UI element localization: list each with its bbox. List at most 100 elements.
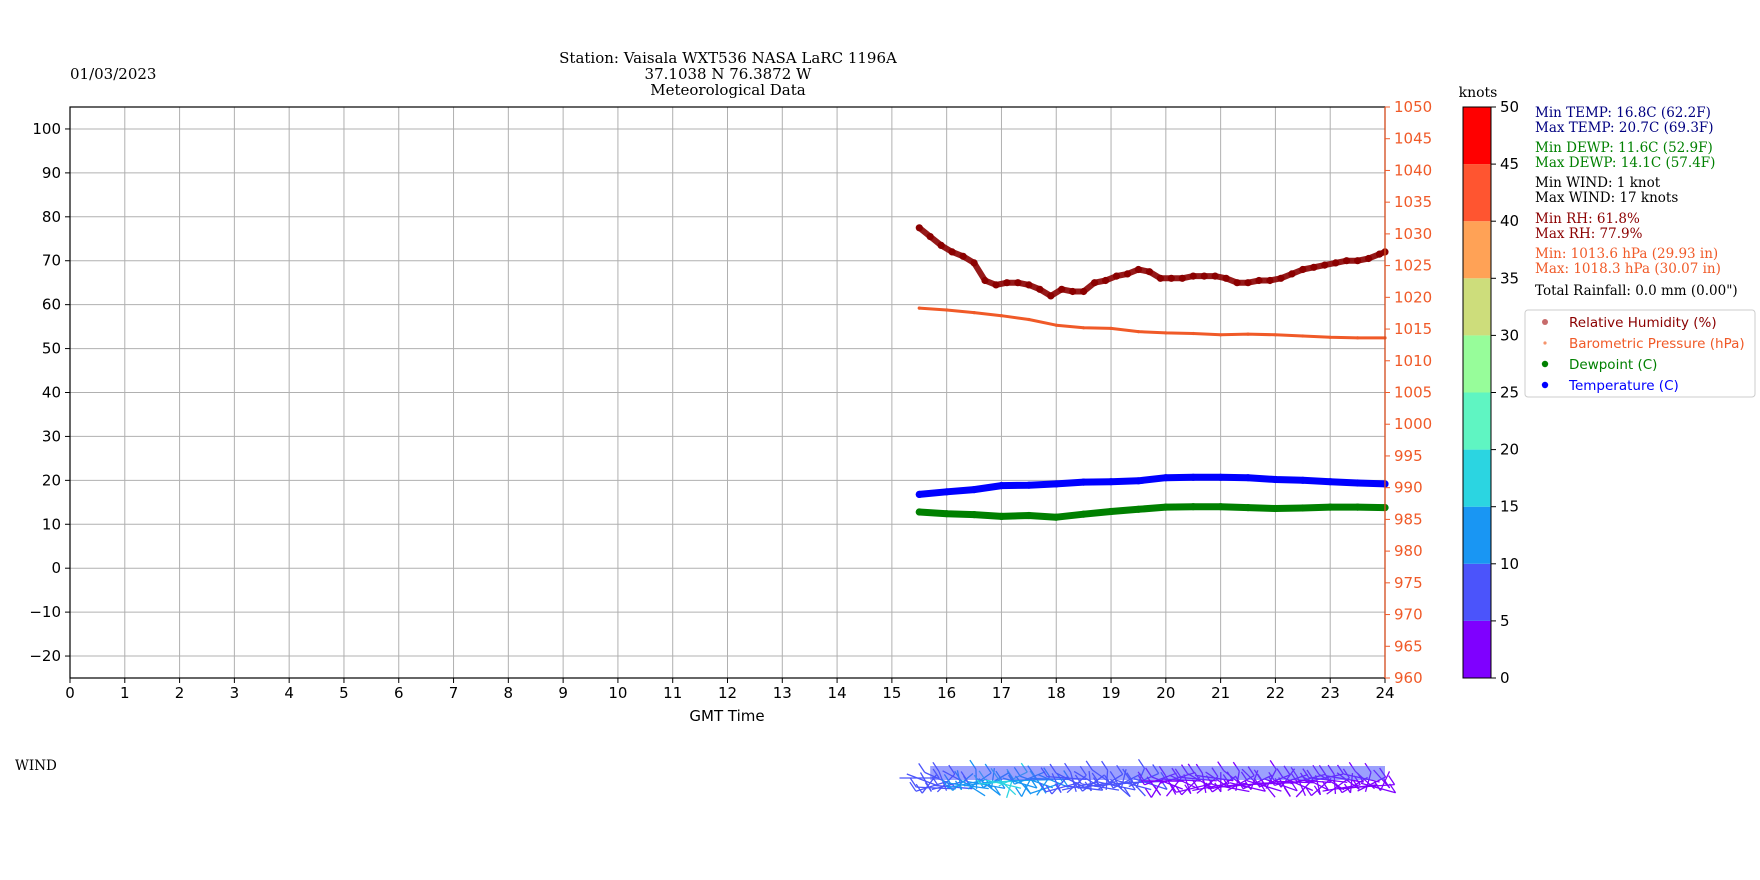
wind-barb xyxy=(1247,780,1282,792)
series-line xyxy=(917,306,1387,340)
colorbar-band xyxy=(1463,278,1491,336)
stat-min-rh: Min RH: 61.8% xyxy=(1535,211,1640,227)
series-point xyxy=(1025,481,1033,489)
series-point xyxy=(1301,334,1305,338)
y-right-tick-label: 985 xyxy=(1394,510,1423,528)
colorbar-band xyxy=(1463,335,1491,393)
wind-barb-flag xyxy=(1304,786,1312,796)
y-left-tick-label: 70 xyxy=(42,252,61,270)
wind-barb-flag xyxy=(909,781,917,792)
colorbar-tick-label: 20 xyxy=(1500,441,1519,459)
wind-barb-flag xyxy=(1389,783,1397,794)
x-tick-label: 6 xyxy=(394,684,404,702)
y-right-tick-label: 1045 xyxy=(1394,130,1432,148)
series-layer xyxy=(915,224,1389,521)
series-point xyxy=(1003,279,1011,287)
y-right-tick-label: 1025 xyxy=(1394,257,1432,275)
y-right-tick-label: 975 xyxy=(1394,574,1423,592)
wind-barb-flag xyxy=(1024,784,1032,795)
wind-barb-flag xyxy=(1175,785,1183,796)
axis-layer: 0 1 2 3 4 5 6 7 8 9 10 11 12 13 14 15 16 17 18 19 20 21 22 23 24… xyxy=(29,98,1432,702)
legend-marker-rh xyxy=(1542,319,1548,325)
series-point xyxy=(1134,265,1142,274)
x-tick-label: 14 xyxy=(828,684,847,702)
series-point xyxy=(1233,279,1241,287)
colorbar-band xyxy=(1463,221,1491,279)
series-point xyxy=(1156,274,1164,282)
series-point xyxy=(970,510,978,519)
y-right-tick-label: 1050 xyxy=(1394,98,1432,116)
series-point xyxy=(1058,285,1066,293)
stat-max-rh: Max RH: 77.9% xyxy=(1535,226,1643,242)
y-left-tick-label: 20 xyxy=(42,471,61,489)
colorbar-tick-label: 15 xyxy=(1500,498,1519,516)
series-point xyxy=(1255,276,1263,285)
series-point xyxy=(970,259,978,267)
wind-barb xyxy=(1310,777,1332,797)
series-point xyxy=(1365,254,1373,263)
series-point xyxy=(1025,511,1033,520)
x-tick-label: 13 xyxy=(773,684,792,702)
series-point xyxy=(1273,333,1277,337)
wind-label: WIND xyxy=(15,758,57,774)
wind-barb xyxy=(1259,778,1276,798)
series-line xyxy=(915,503,1389,521)
colorbar-band xyxy=(1463,107,1491,165)
series-point xyxy=(1299,265,1307,274)
y-right-tick-label: 1035 xyxy=(1394,193,1432,211)
series-point xyxy=(1326,478,1334,486)
series-point xyxy=(997,512,1006,521)
series-point xyxy=(1222,274,1230,282)
chart-subtitle: Meteorological Data xyxy=(650,81,806,99)
series-point xyxy=(1123,270,1132,278)
colorbar-tick-label: 40 xyxy=(1500,212,1519,230)
y-right-tick-label: 995 xyxy=(1394,447,1423,465)
series-point xyxy=(1107,478,1115,486)
series-point xyxy=(1136,330,1140,334)
colorbar-tick-label: 25 xyxy=(1500,384,1519,402)
stat-min-pressure: Min: 1013.6 hPa (29.93 in) xyxy=(1535,246,1718,262)
date-label: 01/03/2023 xyxy=(70,65,156,83)
wind-barb-flag xyxy=(1335,783,1343,793)
stat-max-temp: Max TEMP: 20.7C (69.3F) xyxy=(1535,120,1714,136)
series-point xyxy=(1211,272,1219,280)
series-point xyxy=(1271,475,1279,484)
series-line xyxy=(916,224,1388,299)
series-point xyxy=(1288,270,1296,278)
x-tick-label: 22 xyxy=(1266,684,1285,702)
y-right-tick-label: 990 xyxy=(1394,479,1423,497)
colorbar-band xyxy=(1463,449,1491,507)
x-tick-label: 23 xyxy=(1321,684,1340,702)
series-point xyxy=(945,308,949,312)
wind-barb xyxy=(1379,771,1391,791)
x-tick-label: 1 xyxy=(120,684,130,702)
x-tick-label: 15 xyxy=(882,684,901,702)
series-point xyxy=(1354,257,1362,265)
y-right-tick-label: 1010 xyxy=(1394,352,1432,370)
series-point xyxy=(1080,478,1088,486)
series-point xyxy=(1354,503,1362,511)
series-point xyxy=(1277,274,1285,282)
series-point xyxy=(970,486,978,494)
x-tick-label: 18 xyxy=(1047,684,1066,702)
wind-barb xyxy=(1064,785,1103,791)
wind-barb xyxy=(996,776,1017,796)
legend-marker-pressure xyxy=(1543,341,1547,345)
y-right-tick-label: 1005 xyxy=(1394,384,1432,402)
grid-layer xyxy=(69,107,1386,678)
series-point xyxy=(1246,332,1250,336)
series-point xyxy=(1328,335,1332,339)
x-tick-label: 19 xyxy=(1101,684,1120,702)
colorbar-band xyxy=(1463,392,1491,450)
wind-barb-flag xyxy=(1154,785,1162,796)
wind-barb-flag xyxy=(1144,788,1152,798)
y-right-tick-label: 1020 xyxy=(1394,288,1432,306)
series-point xyxy=(1356,336,1360,340)
y-right-tick-label: 970 xyxy=(1394,606,1423,624)
wind-barb xyxy=(906,773,939,787)
series-point xyxy=(1162,503,1170,511)
series-point xyxy=(1191,331,1195,336)
x-tick-label: 20 xyxy=(1156,684,1175,702)
series-point xyxy=(1354,479,1362,487)
